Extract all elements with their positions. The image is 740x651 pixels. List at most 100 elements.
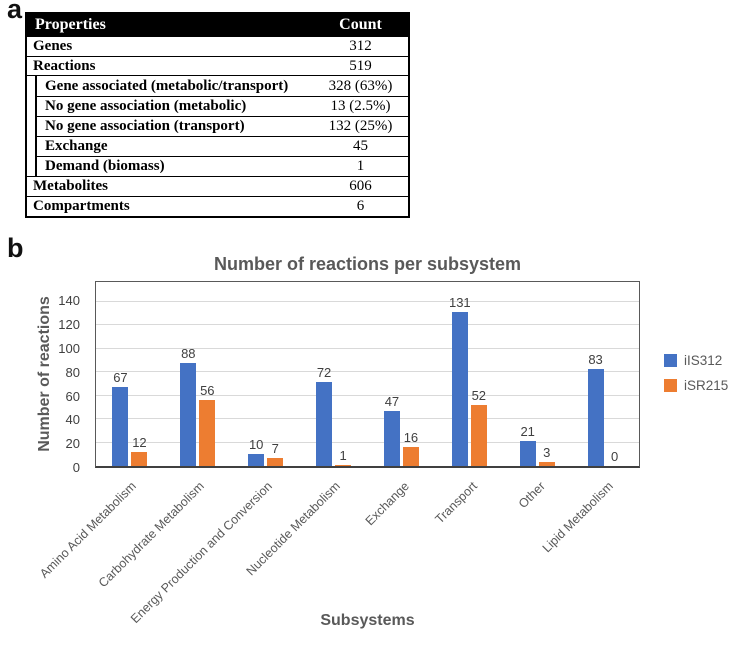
- legend-swatch-iSR215: [664, 379, 677, 392]
- table-header-count: Count: [339, 16, 382, 33]
- x-axis-title: Subsystems: [320, 612, 415, 629]
- table-row-label: Gene associated (metabolic/transport): [45, 77, 289, 94]
- bar-column: 10: [248, 282, 265, 466]
- bar-value-label: 56: [200, 383, 215, 399]
- table-row-count: 1: [356, 158, 365, 174]
- table-row: Genes 312: [27, 36, 408, 56]
- bar-iSR215: [470, 405, 487, 466]
- table-row-count: 132 (25%): [328, 118, 393, 134]
- bar-group-other: 21 3: [503, 282, 571, 466]
- bar-iIS312: [519, 441, 536, 466]
- table-row-count: 6: [356, 198, 365, 214]
- table-row-count: 45: [353, 138, 368, 154]
- legend-label-iIS312: iIS312: [684, 353, 723, 368]
- bar-iIS312: [248, 454, 265, 466]
- bar-iIS312: [383, 410, 400, 466]
- bar-column: 47: [383, 282, 400, 466]
- bar-group-amino-acid-metabolism: 67 12: [96, 282, 164, 466]
- y-tick-label: 80: [65, 364, 80, 380]
- table-row: Gene associated (metabolic/transport) 328…: [35, 76, 408, 96]
- table-row: Exchange 45: [35, 136, 408, 156]
- bar-value-label: 88: [181, 345, 196, 361]
- table-row: No gene association (metabolic) 13 (2.5%): [35, 96, 408, 116]
- bar-iSR215: [131, 451, 148, 466]
- y-tick-label: 60: [65, 388, 80, 404]
- bar-group-transport: 131 52: [435, 282, 503, 466]
- properties-table: Properties Count Genes 312 Reactions 519 Gen…: [25, 12, 410, 218]
- gridline: [96, 347, 639, 349]
- table-row: Metabolites 606: [27, 176, 408, 196]
- table-row-count: 328 (63%): [328, 77, 393, 94]
- bar-column: 67: [112, 282, 129, 466]
- y-tick-label: 0: [72, 460, 80, 475]
- table-header-row: Properties Count: [27, 14, 408, 36]
- y-tick-label: 140: [58, 293, 80, 309]
- panel-b-label: b: [7, 233, 24, 263]
- legend-item-iSR215: iSR215: [664, 378, 728, 393]
- legend-label-iSR215: iSR215: [684, 378, 729, 393]
- x-tick-label: Exchange: [362, 479, 412, 529]
- bar-value-label: 67: [113, 370, 128, 386]
- gridline: [96, 324, 639, 326]
- bar-groups: 67 12 88 56 10 7 72 1 47 16 131 52 21 3 83 0: [96, 282, 639, 466]
- table-row-count: 519: [349, 57, 372, 74]
- table-row-label: Metabolites: [33, 178, 108, 194]
- bar-iSR215: [538, 462, 555, 466]
- gridline: [96, 371, 639, 373]
- gridline: [96, 300, 639, 302]
- bar-column: 88: [180, 282, 197, 466]
- table-row-count: 312: [349, 38, 372, 54]
- bar-value-label: 1: [339, 447, 347, 463]
- y-tick-label: 100: [58, 340, 80, 356]
- bar-iSR215: [267, 457, 284, 466]
- bar-column: 7: [267, 282, 284, 466]
- bar-column: 52: [470, 282, 487, 466]
- legend-swatch-iIS312: [664, 354, 677, 367]
- bar-column: 1: [335, 282, 352, 466]
- panel-a-label: a: [7, 0, 23, 24]
- y-tick-label: 40: [65, 412, 80, 428]
- x-axis-ticks: Amino Acid Metabolism Carbohydrate Metabo…: [37, 471, 640, 626]
- bar-value-label: 21: [520, 424, 535, 440]
- bar-group-energy-production-and-conversion: 10 7: [232, 282, 300, 466]
- table-row-count: 606: [349, 178, 372, 194]
- bar-iIS312: [316, 381, 333, 466]
- bar-column: 131: [448, 282, 471, 466]
- gridline: [96, 441, 639, 443]
- table-row: Demand (biomass) 1: [35, 156, 408, 176]
- bar-value-label: 47: [384, 393, 400, 409]
- bar-group-exchange: 47 16: [368, 282, 436, 466]
- x-tick-label: Other: [515, 479, 548, 512]
- table-row-label: Exchange: [45, 138, 108, 154]
- bar-iSR215: [335, 464, 352, 466]
- bar-iSR215: [199, 400, 216, 466]
- bar-value-label: 52: [471, 388, 487, 404]
- table-header-properties: Properties: [35, 16, 106, 33]
- plot-area: 67 12 88 56 10 7 72 1 47 16 131 52 21 3 83 0: [95, 281, 640, 468]
- bar-value-label: 0: [610, 449, 619, 464]
- y-axis-ticks: 0 20 40 60 80 100 120 140: [0, 281, 87, 475]
- table-row-label: No gene association (transport): [45, 118, 245, 134]
- x-tick-label: Lipid Metabolism: [539, 479, 616, 556]
- bar-group-carbohydrate-metabolism: 88 56: [164, 282, 232, 466]
- table-row-label: Demand (biomass): [45, 158, 165, 174]
- bar-column: 12: [131, 282, 148, 466]
- gridline: [96, 418, 639, 420]
- legend: iIS312 iSR215: [664, 353, 728, 393]
- bar-iIS312: [451, 312, 468, 466]
- table-row: No gene association (transport) 132 (25%): [35, 116, 408, 136]
- legend-item-iIS312: iIS312: [664, 353, 728, 368]
- table-row-label: Genes: [33, 38, 73, 54]
- bar-value-label: 131: [448, 295, 471, 311]
- bar-column: 83: [587, 282, 604, 466]
- bar-iSR215: [402, 447, 419, 466]
- bar-column: 72: [316, 282, 333, 466]
- bar-group-lipid-metabolism: 83 0: [571, 282, 639, 466]
- table-body: Genes 312 Reactions 519 Gene associated (met…: [27, 36, 408, 216]
- y-tick-label: 120: [58, 317, 80, 333]
- gridline: [96, 394, 639, 396]
- x-tick-label: Transport: [432, 479, 480, 527]
- bar-column: 16: [402, 282, 419, 466]
- table-row: Reactions 519: [27, 56, 408, 76]
